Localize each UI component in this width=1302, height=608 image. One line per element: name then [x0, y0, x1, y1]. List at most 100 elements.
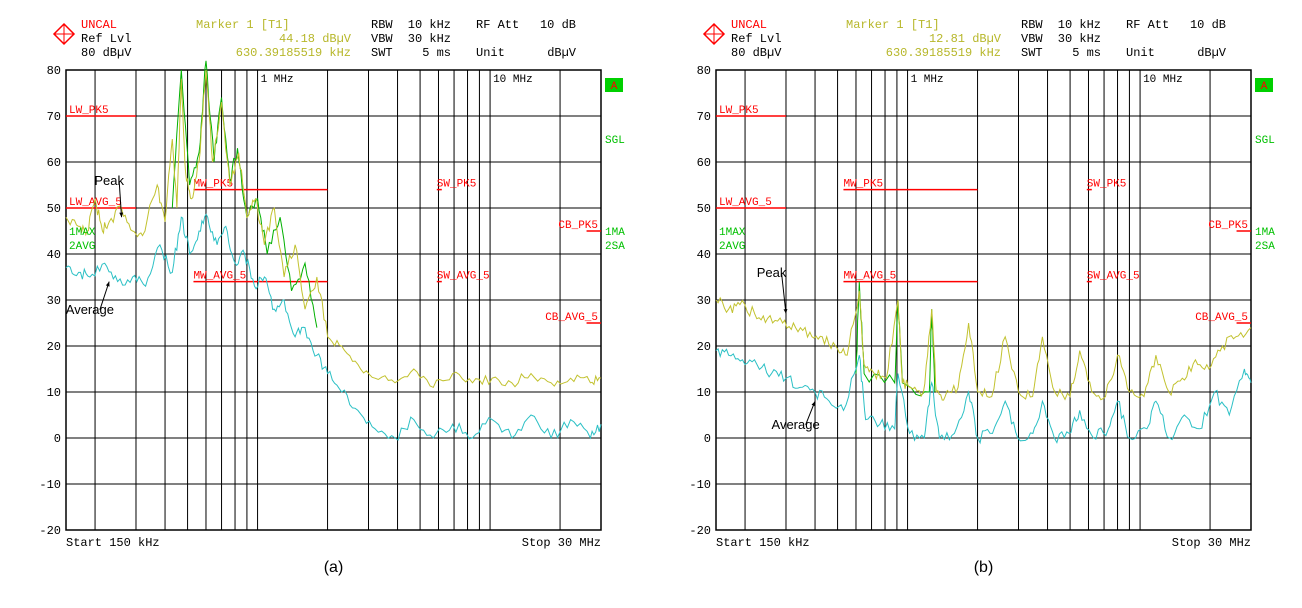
y-tick-label: 70 — [697, 110, 711, 124]
side-label-1ma: 1MA — [1255, 227, 1275, 239]
header-text: VBW — [371, 32, 393, 46]
trace-green — [172, 61, 317, 328]
x-start-label: Start 150 kHz — [716, 536, 810, 550]
trace-average — [66, 214, 601, 440]
limit-label-LW_AVG_5: LW_AVG_5 — [719, 197, 772, 209]
spectrum-panel-a: UNCALRef Lvl80 dBµVMarker 1 [T1]44.18 dB… — [16, 10, 636, 580]
inside-label-1max: 1MAX — [719, 227, 746, 239]
limit-label-LW_PK5: LW_PK5 — [719, 105, 759, 117]
header-text: 5 ms — [1072, 46, 1101, 60]
header-text: RF Att — [476, 18, 519, 32]
header-marker-value: 12.81 dBµV — [929, 32, 1002, 46]
limit-label-SW_PK5: SW_PK5 — [437, 179, 477, 191]
limit-label-MW_PK5: MW_PK5 — [193, 179, 233, 191]
header-text: RBW — [371, 18, 393, 32]
y-tick-label: -20 — [689, 524, 711, 538]
x-stop-label: Stop 30 MHz — [522, 536, 601, 550]
side-label-2sa: 2SA — [1255, 241, 1275, 253]
limit-label-SW_AVG_5: SW_AVG_5 — [437, 271, 490, 283]
inside-label-2avg: 2AVG — [719, 241, 745, 253]
header-marker-title: Marker 1 [T1] — [846, 18, 940, 32]
arrowhead-icon — [106, 282, 110, 287]
header-text: SWT — [371, 46, 393, 60]
header-text: RBW — [1021, 18, 1043, 32]
header-ref-lvl-label: Ref Lvl — [731, 32, 781, 46]
decade-label: 1 MHz — [911, 74, 944, 86]
y-tick-label: 50 — [47, 202, 61, 216]
y-tick-label: 80 — [47, 64, 61, 78]
annotation-average: Average — [66, 302, 114, 317]
y-tick-label: 70 — [47, 110, 61, 124]
trace-peak — [66, 70, 601, 387]
y-tick-label: 0 — [54, 432, 61, 446]
decade-label: 10 MHz — [493, 74, 533, 86]
x-start-label: Start 150 kHz — [66, 536, 160, 550]
spectrum-panel-b: UNCALRef Lvl80 dBµVMarker 1 [T1]12.81 dB… — [666, 10, 1286, 580]
y-tick-label: -10 — [39, 478, 61, 492]
inside-label-1max: 1MAX — [69, 227, 96, 239]
y-tick-label: 0 — [704, 432, 711, 446]
header-marker-freq: 630.39185519 kHz — [886, 46, 1001, 60]
decade-label: 1 MHz — [261, 74, 294, 86]
y-tick-label: 60 — [47, 156, 61, 170]
inside-label-2avg: 2AVG — [69, 241, 95, 253]
limit-label-SW_AVG_5: SW_AVG_5 — [1087, 271, 1140, 283]
limit-label-LW_PK5: LW_PK5 — [69, 105, 109, 117]
y-tick-label: 40 — [697, 248, 711, 262]
header-text: 30 kHz — [408, 32, 451, 46]
limit-label-CB_PK5: CB_PK5 — [558, 220, 598, 232]
y-tick-label: 60 — [697, 156, 711, 170]
side-label-a: A — [1261, 81, 1268, 93]
side-label-a: A — [611, 81, 618, 93]
y-tick-label: -20 — [39, 524, 61, 538]
y-tick-label: 80 — [697, 64, 711, 78]
y-tick-label: 20 — [47, 340, 61, 354]
y-tick-label: -10 — [689, 478, 711, 492]
logo-icon — [704, 24, 724, 44]
header-text: SWT — [1021, 46, 1043, 60]
y-tick-label: 50 — [697, 202, 711, 216]
y-tick-label: 30 — [697, 294, 711, 308]
subcaption: (a) — [324, 559, 344, 576]
logo-icon — [54, 24, 74, 44]
header-text: 10 dB — [1190, 18, 1226, 32]
header-text: Unit — [1126, 46, 1155, 60]
decade-label: 10 MHz — [1143, 74, 1183, 86]
limit-label-CB_AVG_5: CB_AVG_5 — [1195, 312, 1248, 324]
header-marker-freq: 630.39185519 kHz — [236, 46, 351, 60]
x-stop-label: Stop 30 MHz — [1172, 536, 1251, 550]
header-marker-value: 44.18 dBµV — [279, 32, 352, 46]
limit-label-SW_PK5: SW_PK5 — [1087, 179, 1127, 191]
side-label-sgl: SGL — [1255, 135, 1275, 147]
arrowhead-icon — [812, 401, 816, 406]
header-ref-lvl-value: 80 dBµV — [731, 46, 782, 60]
header-text: 10 kHz — [408, 18, 451, 32]
trace-green — [856, 282, 935, 396]
header-text: 10 dB — [540, 18, 576, 32]
limit-label-CB_AVG_5: CB_AVG_5 — [545, 312, 598, 324]
header-text: dBµV — [547, 46, 577, 60]
limit-label-MW_AVG_5: MW_AVG_5 — [193, 271, 246, 283]
side-label-2sa: 2SA — [605, 241, 625, 253]
header-ref-lvl-value: 80 dBµV — [81, 46, 132, 60]
y-tick-label: 20 — [697, 340, 711, 354]
header-text: RF Att — [1126, 18, 1169, 32]
header-text: 10 kHz — [1058, 18, 1101, 32]
header-ref-lvl-label: Ref Lvl — [81, 32, 131, 46]
y-tick-label: 40 — [47, 248, 61, 262]
side-label-sgl: SGL — [605, 135, 625, 147]
header-text: dBµV — [1197, 46, 1227, 60]
y-tick-label: 10 — [697, 386, 711, 400]
header-uncal: UNCAL — [81, 18, 117, 32]
limit-label-MW_AVG_5: MW_AVG_5 — [843, 271, 896, 283]
header-text: 5 ms — [422, 46, 451, 60]
y-tick-label: 10 — [47, 386, 61, 400]
limit-label-CB_PK5: CB_PK5 — [1208, 220, 1248, 232]
trace-peak — [716, 291, 1251, 400]
y-tick-label: 30 — [47, 294, 61, 308]
subcaption: (b) — [974, 559, 994, 576]
header-text: VBW — [1021, 32, 1043, 46]
header-marker-title: Marker 1 [T1] — [196, 18, 290, 32]
header-text: 30 kHz — [1058, 32, 1101, 46]
header-uncal: UNCAL — [731, 18, 767, 32]
